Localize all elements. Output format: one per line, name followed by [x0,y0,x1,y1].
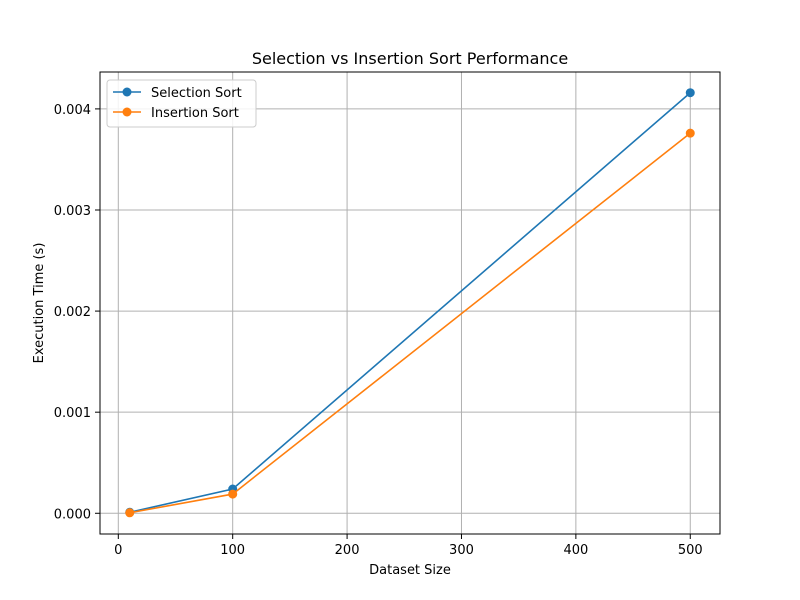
plot-frame [99,71,721,535]
y-axis-label: Execution Time (s) [32,243,47,364]
x-axis: 0 100 200 300 400 500 [114,534,703,558]
series-layer [125,88,695,518]
x-tick-label: 300 [449,543,474,558]
y-tick-label: 0.002 [54,305,91,320]
y-tick-label: 0.003 [54,204,91,219]
y-tick-label: 0.004 [54,103,91,118]
y-axis: 0.000 0.001 0.002 0.003 0.004 [54,103,100,522]
legend-label-insertion-sort: Insertion Sort [151,106,239,121]
x-axis-label: Dataset Size [369,563,451,578]
legend: Selection Sort Insertion Sort [106,79,257,128]
x-tick-label: 200 [335,543,360,558]
insertion-sort-point [125,508,135,518]
x-tick-label: 0 [114,543,122,558]
y-tick-label: 0.001 [54,406,91,421]
legend-marker-selection-sort [122,87,132,97]
legend-box [106,79,257,128]
legend-label-selection-sort: Selection Sort [151,86,242,101]
y-tick-label: 0.000 [54,507,91,522]
chart-title: Selection vs Insertion Sort Performance [252,49,568,68]
legend-marker-insertion-sort [122,107,132,117]
insertion-sort-point [228,489,238,499]
selection-sort-point [685,88,695,98]
grid [100,72,720,534]
x-tick-label: 400 [563,543,588,558]
insertion-sort-point [685,128,695,138]
x-tick-label: 100 [220,543,245,558]
x-tick-label: 500 [678,543,703,558]
